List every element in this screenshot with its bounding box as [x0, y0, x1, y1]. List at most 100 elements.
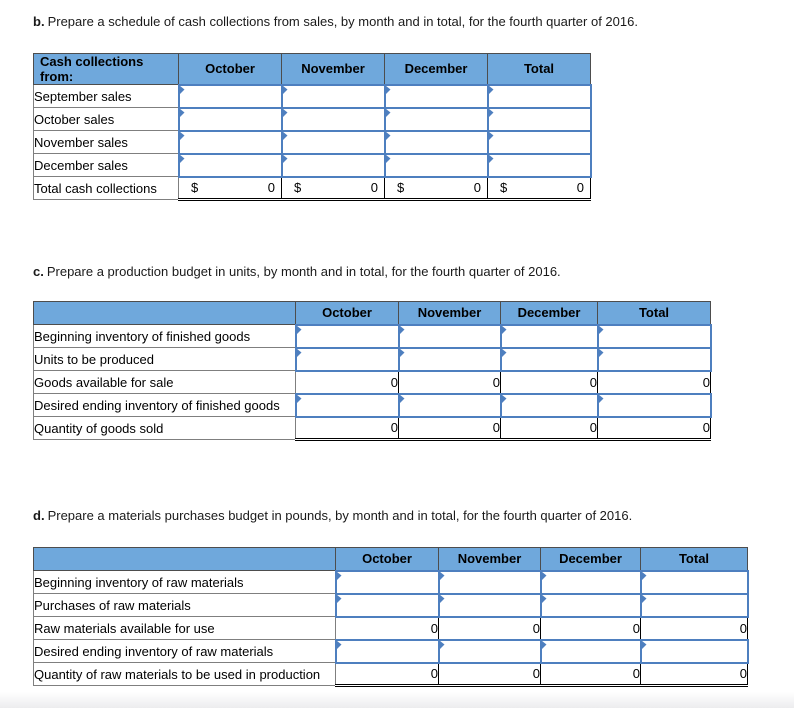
cell-marker-icon: [542, 572, 547, 581]
col-header-total: Total: [487, 53, 591, 85]
input-cell[interactable]: [499, 392, 599, 418]
col-header-total: Total: [640, 547, 748, 571]
row-label-september-sales: September sales: [33, 84, 179, 108]
col-header-december: December: [500, 301, 598, 325]
input-cell[interactable]: [486, 106, 592, 132]
table-total-row: Quantity of raw materials to be used in …: [33, 662, 748, 687]
input-cell[interactable]: [596, 346, 712, 372]
computed-cell: 0: [540, 662, 641, 687]
table-row: December sales: [33, 152, 592, 178]
table-row: Units to be produced: [33, 346, 712, 372]
input-cell[interactable]: [539, 592, 642, 618]
input-cell[interactable]: [596, 392, 712, 418]
cell-marker-icon: [400, 326, 405, 335]
cell-marker-icon: [642, 641, 647, 650]
input-cell[interactable]: [596, 323, 712, 349]
cell-marker-icon: [642, 572, 647, 581]
computed-cell: 0: [500, 370, 598, 394]
cell-marker-icon: [180, 155, 185, 164]
input-cell[interactable]: [499, 323, 599, 349]
cell-marker-icon: [599, 395, 604, 404]
total-value: 0: [473, 180, 481, 196]
input-cell[interactable]: [499, 346, 599, 372]
input-cell[interactable]: [639, 592, 749, 618]
computed-cell: 0: [398, 370, 501, 394]
production-budget-table: October November December Total Beginnin…: [33, 301, 712, 441]
table-row: November sales: [33, 129, 592, 155]
table-header-row: October November December Total: [33, 547, 748, 571]
input-cell[interactable]: [539, 569, 642, 595]
table-total-row: Total cash collections $0 $0 $0 $0: [33, 176, 591, 201]
total-cell: $0: [487, 176, 591, 201]
table-row: Desired ending inventory of raw material…: [33, 638, 749, 664]
input-cell[interactable]: [437, 638, 542, 664]
cell-marker-icon: [386, 109, 391, 118]
input-cell[interactable]: [334, 592, 440, 618]
computed-cell: 0: [640, 662, 748, 687]
table-header-row: Cash collections from: October November …: [33, 53, 591, 85]
cell-marker-icon: [180, 109, 185, 118]
table-row: Beginning inventory of finished goods: [33, 323, 712, 349]
input-cell[interactable]: [334, 638, 440, 664]
input-cell[interactable]: [280, 83, 386, 109]
input-cell[interactable]: [177, 106, 283, 132]
cell-marker-icon: [283, 155, 288, 164]
col-header-october: October: [295, 301, 399, 325]
cell-marker-icon: [542, 641, 547, 650]
input-cell[interactable]: [294, 323, 400, 349]
cell-marker-icon: [297, 349, 302, 358]
row-label-beginning-inventory-finished-goods: Beginning inventory of finished goods: [33, 324, 296, 348]
input-cell[interactable]: [383, 152, 489, 178]
computed-cell: 0: [540, 616, 641, 640]
input-cell[interactable]: [177, 152, 283, 178]
total-cell: $0: [384, 176, 488, 201]
page-bottom-fade: [0, 692, 794, 708]
input-cell[interactable]: [639, 569, 749, 595]
cell-marker-icon: [440, 572, 445, 581]
input-cell[interactable]: [383, 83, 489, 109]
cell-marker-icon: [386, 86, 391, 95]
cell-marker-icon: [180, 86, 185, 95]
input-cell[interactable]: [437, 569, 542, 595]
input-cell[interactable]: [486, 129, 592, 155]
computed-cell: 0: [438, 616, 541, 640]
col-header-december: December: [384, 53, 488, 85]
input-cell[interactable]: [397, 392, 502, 418]
input-cell[interactable]: [280, 106, 386, 132]
cell-marker-icon: [337, 572, 342, 581]
input-cell[interactable]: [397, 346, 502, 372]
col-header-december: December: [540, 547, 641, 571]
input-cell[interactable]: [486, 152, 592, 178]
input-cell[interactable]: [639, 638, 749, 664]
input-cell[interactable]: [294, 392, 400, 418]
row-label-purchases-of-raw-materials: Purchases of raw materials: [33, 593, 336, 617]
input-cell[interactable]: [177, 129, 283, 155]
cell-marker-icon: [502, 349, 507, 358]
row-label-desired-ending-inventory-raw-materials: Desired ending inventory of raw material…: [33, 639, 336, 663]
col-header-october: October: [178, 53, 282, 85]
input-cell[interactable]: [334, 569, 440, 595]
cell-marker-icon: [502, 395, 507, 404]
row-label-quantity-raw-materials-used-in-production: Quantity of raw materials to be used in …: [33, 662, 336, 686]
table-header-row: October November December Total: [33, 301, 711, 325]
cell-marker-icon: [386, 132, 391, 141]
input-cell[interactable]: [280, 129, 386, 155]
cell-marker-icon: [283, 109, 288, 118]
input-cell[interactable]: [539, 638, 642, 664]
cell-marker-icon: [297, 395, 302, 404]
input-cell[interactable]: [383, 106, 489, 132]
input-cell[interactable]: [383, 129, 489, 155]
col-header-blank: [33, 301, 296, 325]
row-label-november-sales: November sales: [33, 130, 179, 154]
computed-cell: 0: [335, 616, 439, 640]
input-cell[interactable]: [177, 83, 283, 109]
input-cell[interactable]: [280, 152, 386, 178]
row-label-goods-available-for-sale: Goods available for sale: [33, 370, 296, 394]
col-header-blank: [33, 547, 336, 571]
input-cell[interactable]: [437, 592, 542, 618]
input-cell[interactable]: [294, 346, 400, 372]
table-row: Beginning inventory of raw materials: [33, 569, 749, 595]
table-row: Goods available for sale 0 0 0 0: [33, 370, 711, 394]
input-cell[interactable]: [486, 83, 592, 109]
input-cell[interactable]: [397, 323, 502, 349]
